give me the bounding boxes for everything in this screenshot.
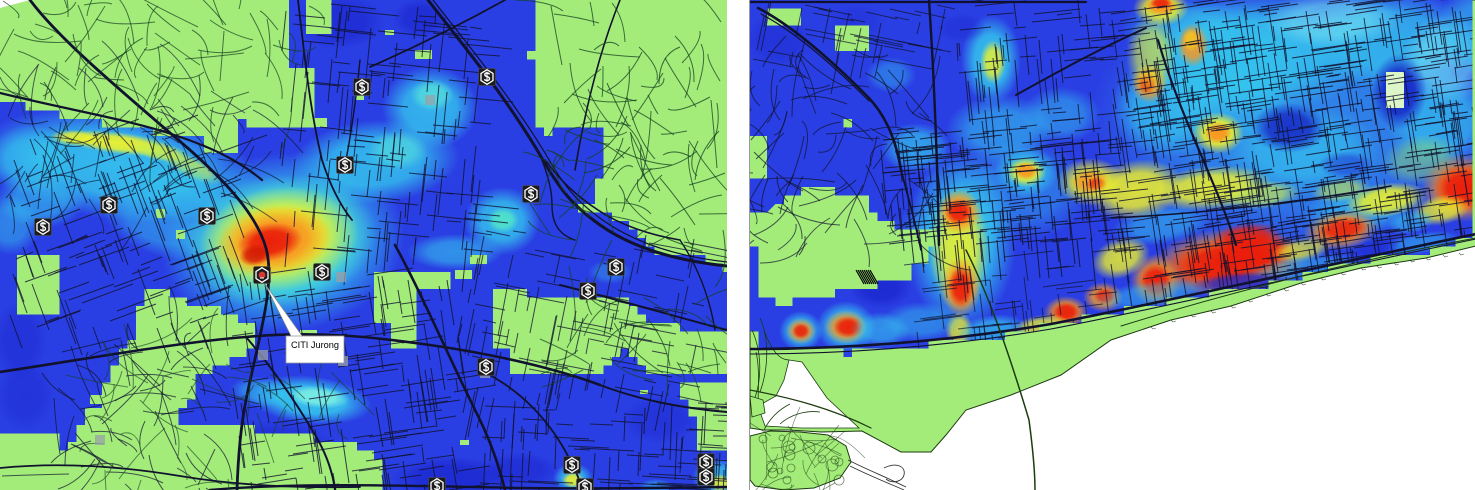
svg-text:CITI Jurong: CITI Jurong bbox=[291, 340, 339, 350]
